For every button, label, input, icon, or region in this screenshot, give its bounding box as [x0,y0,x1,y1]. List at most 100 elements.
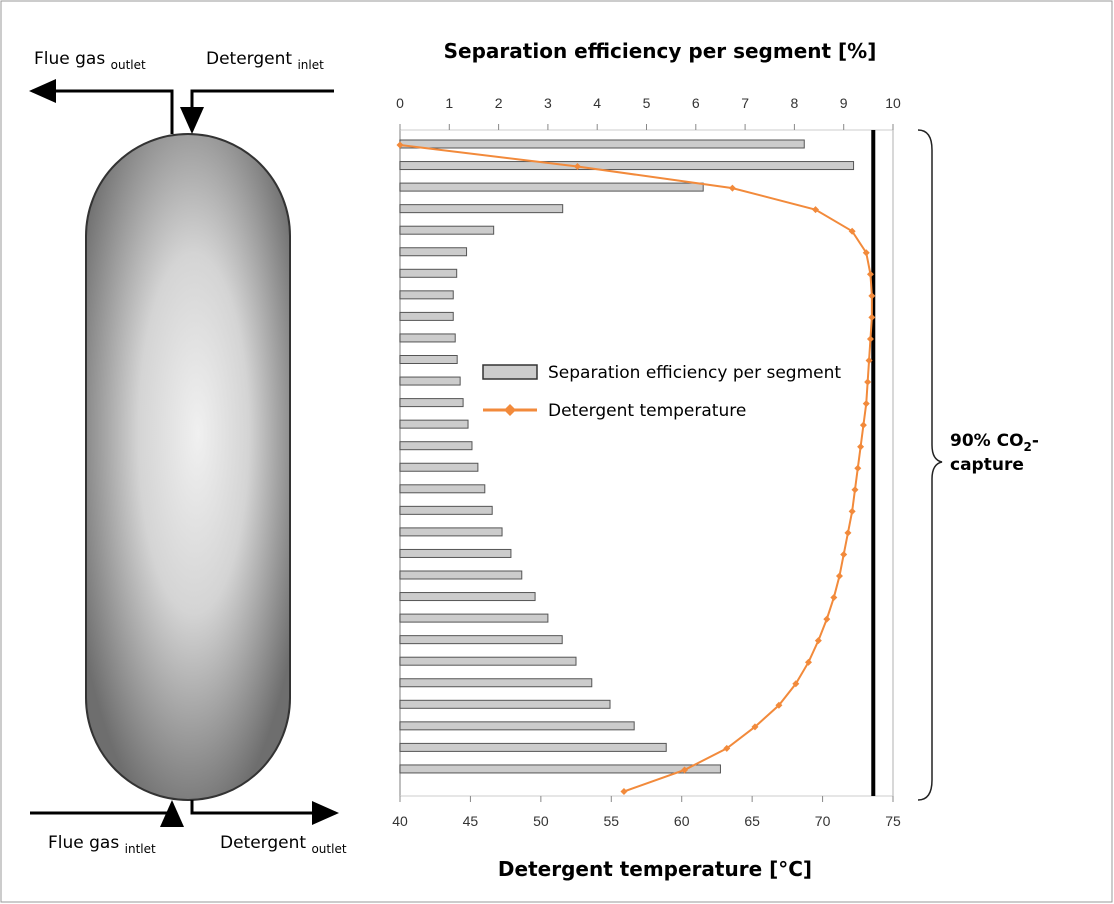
bar [399,527,503,537]
temperature-marker [866,270,874,278]
label-sub: intlet [125,842,156,856]
temperature-marker [681,766,689,774]
temperature-marker [814,637,822,645]
temperature-marker [396,141,404,149]
bar [399,419,469,429]
bar [399,139,805,149]
x-tick-label: 10 [885,95,901,111]
bar [399,484,486,494]
brace-sub: 2 [1024,440,1032,454]
bar [399,678,593,688]
temperature-marker [840,550,848,558]
legend-bg [478,354,858,390]
temperature-marker [848,227,856,235]
bar [399,376,461,386]
legend-bg [478,392,858,428]
x2-tick-label: 45 [463,813,479,829]
bar [399,721,635,731]
temperature-marker [848,507,856,515]
x-tick-label: 3 [544,95,552,111]
brace-rest: - [1032,431,1039,451]
bar [399,247,468,257]
x-tick-label: 6 [692,95,700,111]
label-text: Detergent [206,49,292,69]
x2-tick-label: 50 [533,813,549,829]
temperature-marker [851,486,859,494]
x2-tick-label: 40 [392,813,408,829]
label-sub: inlet [297,58,324,72]
temperature-marker [792,680,800,688]
temperature-marker [844,529,852,537]
label-text: Detergent [220,833,306,853]
x2-tick-label: 65 [744,813,760,829]
temperature-marker [868,313,876,321]
temperature-marker [835,572,843,580]
bar [399,182,704,192]
x2-axis-title: Detergent temperature [°C] [498,857,812,881]
temperature-marker [751,723,759,731]
bar [399,268,458,278]
x2-tick-label: 75 [885,813,901,829]
label-text: Flue gas [34,49,105,69]
bar [399,570,523,580]
bar [399,204,564,214]
temperature-marker [804,658,812,666]
temperature-marker [865,357,873,364]
temperature-marker [862,400,870,408]
bar [399,161,855,171]
detergent-outlet-label: Detergent outlet [220,833,347,856]
bar [399,355,458,364]
temperature-marker [830,594,838,602]
temperature-marker [723,744,731,752]
temperature-marker [823,615,831,623]
x-tick-label: 2 [495,95,503,111]
bar [399,613,549,623]
brace [917,129,943,801]
vessel [85,133,291,801]
pipe-flue-in [30,800,184,827]
pipe-flue-out [28,79,174,134]
bar [399,441,473,451]
bar [399,742,667,752]
flue-gas-outlet-label: Flue gas outlet [34,49,146,72]
temperature-marker [620,788,628,795]
x-tick-label: 8 [791,95,799,111]
bar [399,656,577,666]
label-text: Flue gas [48,833,119,853]
pipe-detergent-in [180,89,334,134]
brace-label: 90% CO2-capture [950,431,1039,475]
temperature-marker [866,335,874,343]
legend-label: Detergent temperature [548,401,746,421]
x2-tick-label: 60 [674,813,690,829]
bar [399,548,512,558]
x2-tick-label: 55 [603,813,619,829]
temperature-marker [859,421,867,429]
x-tick-label: 7 [741,95,749,111]
temperature-marker [812,206,820,214]
x-tick-label: 5 [643,95,651,111]
temperature-marker [854,464,862,472]
temperature-marker [857,443,865,451]
bar [399,333,456,343]
bar [399,592,536,602]
bar [399,398,464,408]
temperature-marker [728,184,736,192]
legend-swatch [482,364,538,380]
bar [399,764,721,774]
bar [399,635,563,645]
bar [399,225,495,235]
legend-marker [504,404,516,416]
detergent-inlet-label: Detergent inlet [206,49,324,72]
pipe-detergent-out [190,800,339,825]
temperature-marker [573,163,581,171]
label-sub: outlet [111,58,146,72]
x-tick-label: 9 [840,95,848,111]
temperature-marker [775,701,783,709]
brace-line2: capture [950,455,1024,475]
bar [399,311,454,321]
bar [399,699,611,709]
